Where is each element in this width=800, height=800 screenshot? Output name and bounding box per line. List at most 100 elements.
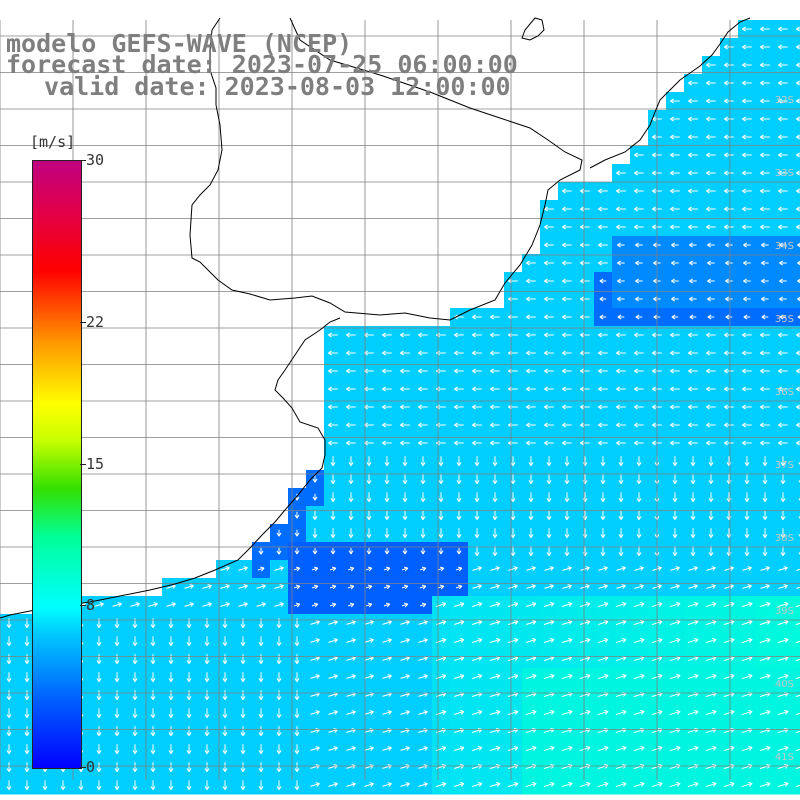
wind-arrow [795,26,800,32]
wind-arrow [705,152,716,158]
wind-arrow [705,745,717,752]
wind-arrow [168,690,174,701]
wind-arrow [240,654,246,665]
wind-arrow [705,781,717,788]
wind-arrow [543,386,554,392]
wind-arrow [256,602,266,607]
wind-arrow [743,260,751,266]
wind-arrow [419,602,427,608]
colorbar [32,160,82,769]
wind-arrow [148,602,158,607]
wind-arrow [472,584,482,589]
wind-arrow [453,386,464,392]
wind-arrow [705,440,716,446]
wind-arrow [707,260,715,266]
wind-arrow [597,709,609,716]
wind-arrow [633,206,644,212]
wind-arrow [437,584,445,590]
wind-arrow [222,672,228,683]
wind-arrow [690,528,696,539]
wind-arrow [741,673,753,680]
wind-arrow [600,546,606,557]
wind-arrow [615,206,626,212]
wind-arrow [490,566,500,571]
latitude-label: 33S [774,168,794,179]
colorbar-tick-label: 22 [86,312,105,331]
wind-arrow [633,386,644,392]
wind-arrow [687,709,699,716]
wind-arrow [777,152,788,158]
wind-arrow [780,528,786,539]
wind-arrow [687,134,698,140]
wind-arrow [544,566,554,571]
wind-arrow [564,456,570,467]
wind-arrow [759,206,770,212]
wind-arrow [240,744,246,755]
wind-arrow [762,456,768,467]
wind-arrow [723,619,735,626]
wind-arrow [741,350,752,356]
wind-arrow [759,80,770,86]
wind-speed-cell [792,182,800,201]
wind-arrow [759,422,770,428]
wind-arrow [364,710,374,715]
wind-arrow [759,152,770,158]
wind-arrow [381,368,392,374]
wind-arrow [633,332,644,338]
wind-arrow [455,584,463,590]
wind-speed-cell [792,650,800,669]
wind-arrow [366,510,372,521]
wind-arrow [220,566,230,571]
wind-arrow [795,116,800,122]
wind-arrow [579,620,591,626]
wind-arrow [258,690,264,701]
wind-arrow [777,673,789,680]
wind-arrow [561,368,572,374]
wind-arrow [6,672,12,683]
wind-arrow [258,780,264,791]
wind-arrow [777,44,788,50]
wind-arrow [543,278,554,284]
wind-speed-cell [792,776,800,795]
wind-arrow [759,332,770,338]
wind-arrow [348,547,354,555]
wind-arrow [328,638,338,643]
wind-arrow [543,673,555,680]
wind-arrow [598,566,608,571]
wind-arrow [6,726,12,737]
wind-arrow [437,566,445,572]
wind-arrow [669,134,680,140]
wind-arrow [687,422,698,428]
wind-arrow [418,710,428,715]
wind-arrow [564,546,570,557]
wind-arrow [777,404,788,410]
wind-arrow [417,386,428,392]
wind-arrow [96,780,102,791]
wind-arrow [310,638,320,643]
wind-arrow [760,584,770,589]
wind-arrow [546,474,552,485]
wind-arrow [400,674,410,679]
wind-arrow [795,604,800,608]
wind-arrow [618,528,624,539]
wind-arrow [525,386,536,392]
wind-arrow [600,528,606,539]
wind-arrow [687,368,698,374]
wind-arrow [186,762,192,773]
wind-arrow [489,674,501,679]
wind-arrow [797,296,800,302]
wind-arrow [723,332,734,338]
wind-arrow [544,584,554,589]
wind-arrow [327,368,338,374]
colorbar-tick-mark [80,767,86,768]
wind-arrow [132,636,138,647]
wind-arrow [797,242,800,248]
title-valid-date: valid date: 2023-08-03 12:00:00 [44,72,511,101]
wind-arrow [348,456,354,467]
wind-arrow [204,654,210,665]
wind-arrow [150,780,156,791]
wind-arrow [293,566,301,572]
wind-arrow [346,782,356,787]
wind-arrow [471,638,483,643]
wind-arrow [258,744,264,755]
